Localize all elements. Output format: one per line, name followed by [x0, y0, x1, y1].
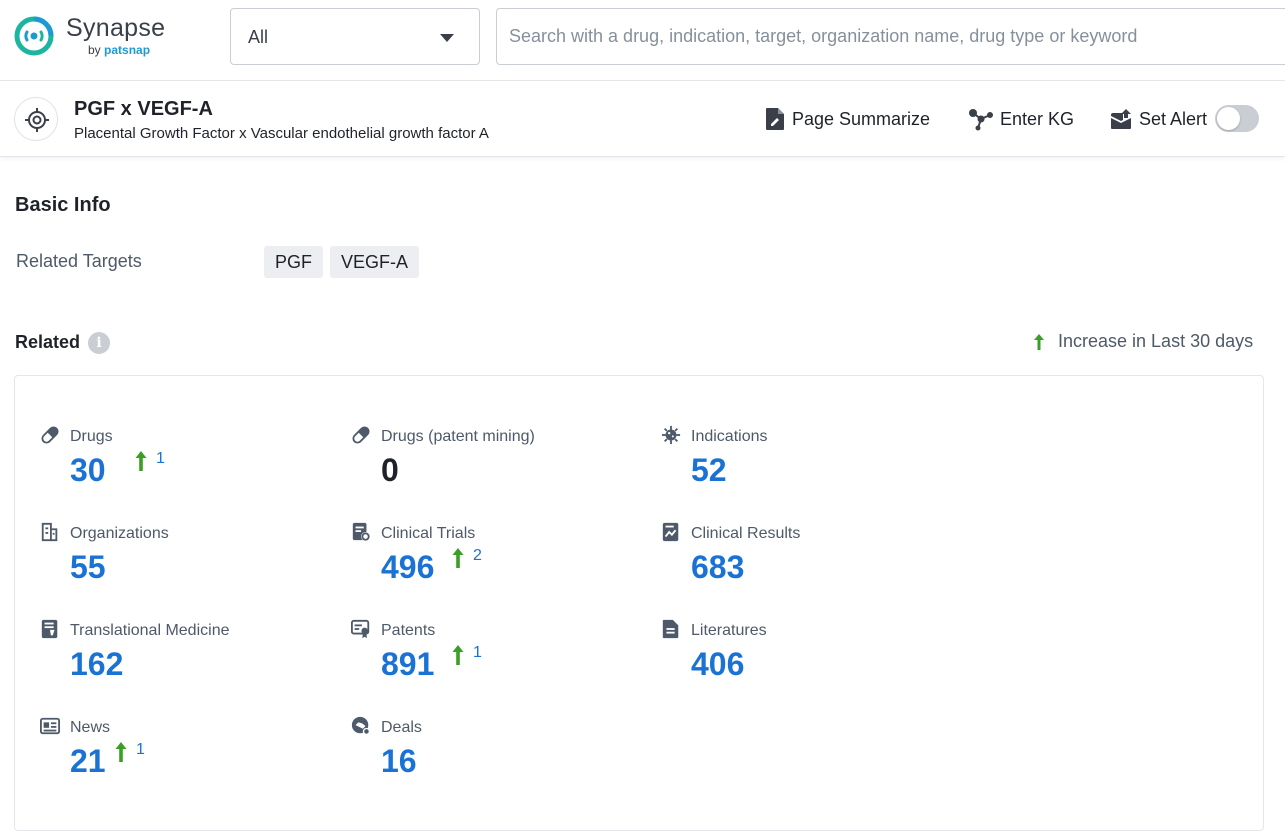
stat-label: Translational Medicine [70, 622, 229, 640]
stat-label: Clinical Results [691, 525, 800, 543]
arrow-up-icon [451, 644, 465, 666]
stat-label: Clinical Trials [381, 525, 475, 543]
stat-translational-medicine[interactable]: Translational Medicine 162 [40, 616, 320, 696]
brand-byline: by patsnap [88, 43, 150, 57]
related-targets-label: Related Targets [16, 251, 142, 272]
stat-label: Drugs (patent mining) [381, 428, 535, 446]
pill-icon [351, 425, 373, 447]
stat-increase: 1 [114, 741, 145, 763]
stat-label: Organizations [70, 525, 169, 543]
stat-value[interactable]: 406 [691, 646, 744, 683]
top-bar: Synapse by patsnap All [0, 0, 1285, 81]
page-header: PGF x VEGF-A Placental Growth Factor x V… [0, 81, 1285, 157]
brand-name: Synapse [66, 14, 165, 43]
stat-value[interactable]: 162 [70, 646, 123, 683]
virus-icon [661, 425, 683, 447]
enter-kg-button[interactable]: Enter KG [968, 106, 1074, 132]
stat-value[interactable]: 683 [691, 549, 744, 586]
stat-increase: 1 [451, 644, 482, 666]
synapse-logo-icon [13, 15, 55, 57]
stat-label: Drugs [70, 428, 113, 446]
stat-literatures[interactable]: Literatures 406 [661, 616, 941, 696]
enter-kg-label: Enter KG [1000, 109, 1074, 130]
stat-drugs[interactable]: Drugs 30 1 [40, 422, 320, 502]
chart-doc-icon [661, 522, 683, 544]
set-alert-toggle[interactable] [1215, 105, 1259, 132]
stat-value[interactable]: 16 [381, 743, 417, 780]
arrow-up-icon [114, 741, 128, 763]
basic-info-title: Basic Info [15, 194, 111, 217]
search-input[interactable] [509, 9, 1279, 64]
document-icon [661, 619, 683, 641]
stat-value[interactable]: 30 [70, 452, 106, 489]
alert-mail-icon [1110, 108, 1133, 130]
building-icon [40, 522, 62, 544]
stat-increase: 1 [134, 450, 165, 472]
increase-legend: Increase in Last 30 days [1032, 331, 1253, 352]
search-scope-select[interactable]: All [230, 8, 480, 65]
increase-legend-label: Increase in Last 30 days [1058, 331, 1253, 352]
synapse-logo[interactable]: Synapse by patsnap [13, 14, 163, 60]
stat-increase-value: 2 [473, 547, 482, 565]
related-stats-card: Drugs 30 1 Drugs (patent mining) 0 Indication… [14, 375, 1264, 831]
stat-label: Patents [381, 622, 435, 640]
set-alert-label: Set Alert [1139, 109, 1207, 130]
search-box[interactable] [496, 8, 1285, 65]
stat-label: Literatures [691, 622, 767, 640]
stat-value[interactable]: 55 [70, 549, 106, 586]
stat-value[interactable]: 0 [381, 452, 399, 489]
brand-by-name: patsnap [104, 43, 150, 57]
stat-label: Deals [381, 719, 422, 737]
stat-value[interactable]: 496 [381, 549, 434, 586]
stat-label: Indications [691, 428, 768, 446]
stat-value[interactable]: 52 [691, 452, 727, 489]
toggle-knob [1217, 107, 1240, 130]
newspaper-icon [40, 716, 62, 738]
stat-clinical-results[interactable]: Clinical Results 683 [661, 519, 941, 599]
summarize-icon [765, 107, 786, 131]
stat-news[interactable]: News 21 1 [40, 713, 320, 793]
stat-deals[interactable]: Deals 16 [351, 713, 631, 793]
knowledge-graph-icon [968, 107, 994, 131]
info-icon[interactable]: i [88, 332, 110, 354]
caret-down-icon [440, 34, 454, 42]
clipboard-icon [351, 522, 373, 544]
stat-indications[interactable]: Indications 52 [661, 422, 941, 502]
stat-drugs-patent-mining[interactable]: Drugs (patent mining) 0 [351, 422, 631, 502]
target-tag-vegf-a[interactable]: VEGF-A [330, 246, 419, 278]
page-title: PGF x VEGF-A [74, 98, 213, 121]
set-alert-button[interactable]: Set Alert [1110, 106, 1207, 132]
stat-increase-value: 1 [136, 741, 145, 759]
stat-clinical-trials[interactable]: Clinical Trials 496 2 [351, 519, 631, 599]
pill-icon [40, 425, 62, 447]
page-summarize-label: Page Summarize [792, 109, 930, 130]
stat-patents[interactable]: Patents 891 1 [351, 616, 631, 696]
arrow-up-icon [134, 450, 148, 472]
stat-organizations[interactable]: Organizations 55 [40, 519, 320, 599]
stat-increase-value: 1 [156, 450, 165, 468]
search-scope-value: All [248, 27, 268, 48]
page-subtitle: Placental Growth Factor x Vascular endot… [74, 125, 489, 142]
brand-by-prefix: by [88, 43, 101, 57]
page-summarize-button[interactable]: Page Summarize [765, 106, 930, 132]
target-icon [25, 108, 49, 132]
stat-increase: 2 [451, 547, 482, 569]
certificate-icon [351, 619, 373, 641]
handshake-icon [351, 716, 373, 738]
arrow-up-icon [451, 547, 465, 569]
flask-doc-icon [40, 619, 62, 641]
stat-value[interactable]: 891 [381, 646, 434, 683]
stat-increase-value: 1 [473, 644, 482, 662]
stat-label: News [70, 719, 110, 737]
target-badge [14, 97, 58, 141]
stat-value[interactable]: 21 [70, 743, 106, 780]
related-title: Related [15, 332, 80, 353]
arrow-up-icon [1032, 333, 1046, 351]
target-tag-pgf[interactable]: PGF [264, 246, 323, 278]
